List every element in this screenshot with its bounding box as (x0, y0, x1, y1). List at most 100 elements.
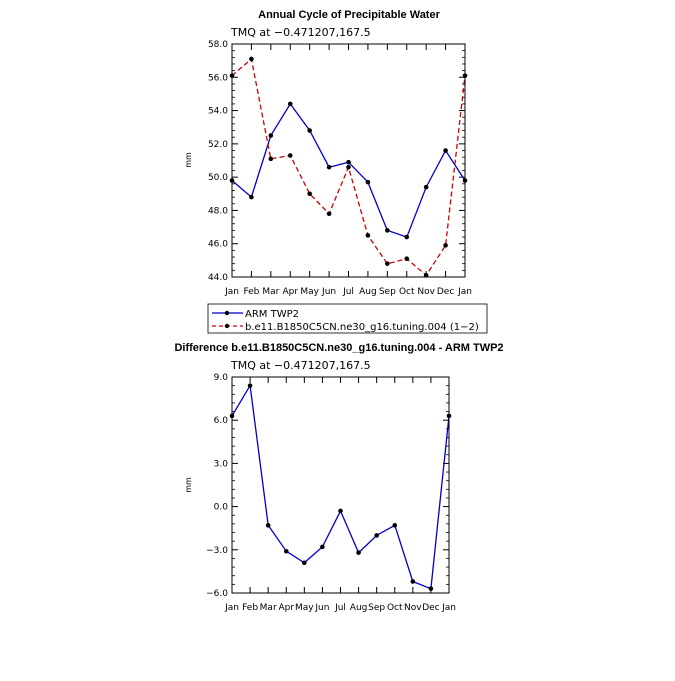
data-point-1 (249, 56, 254, 62)
x-tick-label: Apr (282, 287, 298, 297)
y-tick-label: 58.0 (208, 40, 228, 50)
data-point-0 (443, 148, 448, 153)
data-point-0 (385, 228, 390, 233)
data-point-1 (365, 233, 371, 238)
precipitable-water-chart: Annual Cycle of Precipitable Water TMQ a… (184, 9, 472, 297)
tick-group (231, 376, 450, 594)
data-point-0 (392, 523, 398, 528)
data-point-1 (404, 256, 410, 261)
data-point-0 (320, 544, 325, 550)
x-tick-label: Jan (441, 603, 456, 613)
data-point-0 (356, 550, 361, 555)
legend: ARM TWP2 b.e11.B1850C5CN.ne30_g16.tuning… (207, 303, 488, 334)
x-tick-label: May (295, 603, 314, 613)
series-group (229, 56, 468, 278)
x-tick-label: Jan (224, 287, 239, 297)
data-point-1 (423, 273, 429, 278)
y-tick-label: 44.0 (208, 273, 228, 283)
y-tick-label: 52.0 (208, 140, 228, 150)
x-tick-labels: Jan Feb Mar Apr May Jun Jul Aug Sep Oct Nov Dec Jan (224, 603, 456, 613)
legend-box (207, 303, 488, 334)
data-point-0 (365, 179, 371, 185)
y-tick-label: 54.0 (208, 107, 228, 117)
data-point-0 (338, 508, 343, 514)
data-point-0 (249, 194, 254, 200)
x-tick-label: Dec (422, 603, 439, 613)
data-point-0 (410, 579, 416, 584)
x-tick-label: Jul (342, 287, 354, 297)
legend-marker-arm (224, 310, 230, 316)
data-point-1 (385, 261, 390, 266)
data-point-0 (346, 159, 351, 165)
x-tick-label: Jan (224, 603, 239, 613)
chart-title: Difference b.e11.B1850C5CN.ne30_g16.tuni… (174, 342, 503, 354)
x-tick-label: Mar (260, 603, 277, 613)
data-point-0 (423, 184, 429, 190)
data-point-0 (302, 560, 307, 566)
data-point-0 (247, 383, 253, 388)
x-tick-label: Jun (314, 603, 329, 613)
data-point-1 (443, 243, 448, 248)
y-tick-label: 56.0 (208, 73, 228, 83)
x-tick-label: Mar (262, 287, 279, 297)
x-tick-label: Nov (417, 287, 435, 297)
x-tick-label: Feb (243, 287, 259, 297)
data-point-1 (287, 153, 293, 158)
x-tick-label: Dec (437, 287, 454, 297)
legend-label-model: b.e11.B1850C5CN.ne30_g16.tuning.004 (1−2… (245, 322, 479, 333)
x-tick-label: May (300, 287, 319, 297)
series-line-0 (231, 383, 450, 590)
x-tick-label: Apr (278, 603, 294, 613)
y-tick-label: 0.0 (214, 503, 229, 513)
x-tick-label: Oct (399, 287, 415, 297)
plot-frame (231, 43, 466, 278)
legend-marker-model (224, 323, 230, 329)
x-tick-labels: Jan Feb Mar Apr May Jun Jul Aug Sep Oct Nov Dec Jan (224, 287, 472, 297)
chart-subtitle: TMQ at −0.471207,167.5 (230, 359, 371, 372)
y-tick-label: 46.0 (208, 240, 228, 250)
y-axis-label: mm (184, 477, 193, 493)
plot-frame (231, 376, 450, 594)
x-tick-label: Sep (379, 287, 396, 297)
difference-chart: Difference b.e11.B1850C5CN.ne30_g16.tuni… (174, 342, 503, 613)
data-point-0 (374, 533, 379, 538)
data-point-0 (404, 234, 410, 240)
series-group (229, 383, 452, 591)
y-tick-label: 3.0 (214, 459, 229, 469)
y-tick-label: 9.0 (214, 373, 229, 383)
data-point-1 (346, 164, 351, 170)
y-tick-labels: −6.0 −3.0 0.0 3.0 6.0 9.0 (206, 373, 228, 599)
data-point-1 (307, 191, 312, 197)
data-point-1 (268, 156, 274, 162)
y-tick-label: −3.0 (206, 546, 228, 556)
y-axis-label: mm (184, 152, 193, 168)
x-tick-label: Nov (404, 603, 422, 613)
x-tick-label: Oct (387, 603, 403, 613)
y-tick-label: −6.0 (206, 589, 228, 599)
y-tick-label: 50.0 (208, 173, 228, 183)
y-tick-label: 6.0 (214, 416, 229, 426)
x-tick-label: Feb (242, 603, 258, 613)
series-line-0 (231, 102, 466, 238)
data-point-0 (265, 523, 271, 528)
data-point-1 (326, 211, 332, 217)
x-tick-label: Jun (321, 287, 336, 297)
x-tick-label: Aug (359, 287, 377, 297)
data-point-0 (307, 128, 312, 133)
x-tick-label: Sep (368, 603, 385, 613)
data-point-0 (428, 586, 434, 591)
y-tick-labels: 44.0 46.0 48.0 50.0 52.0 54.0 56.0 58.0 (208, 40, 228, 283)
y-tick-label: 48.0 (208, 206, 228, 216)
data-point-0 (283, 548, 289, 554)
chart-subtitle: TMQ at −0.471207,167.5 (230, 26, 371, 39)
chart-title: Annual Cycle of Precipitable Water (258, 9, 440, 21)
x-tick-label: Jan (457, 287, 472, 297)
data-point-0 (326, 164, 332, 170)
legend-label-arm: ARM TWP2 (245, 309, 299, 320)
x-tick-label: Aug (350, 603, 368, 613)
x-tick-label: Jul (334, 603, 346, 613)
data-point-0 (268, 133, 274, 138)
data-point-0 (287, 101, 293, 107)
